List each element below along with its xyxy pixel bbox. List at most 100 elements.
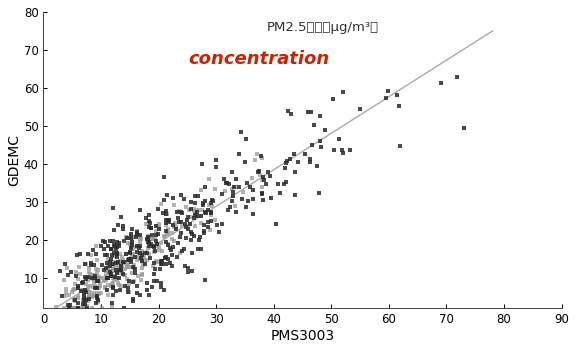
Point	[109, 261, 118, 267]
Point	[204, 219, 213, 225]
Point	[116, 266, 125, 272]
Point	[328, 96, 338, 102]
Point	[81, 261, 90, 266]
Point	[81, 289, 90, 295]
Point	[198, 207, 207, 213]
Point	[309, 122, 319, 128]
Point	[183, 265, 192, 271]
Point	[156, 284, 165, 289]
Point	[117, 267, 126, 273]
Point	[198, 200, 207, 205]
Point	[149, 244, 158, 250]
Point	[81, 302, 90, 308]
Point	[211, 164, 221, 170]
Point	[137, 272, 146, 278]
Point	[191, 212, 200, 218]
Point	[101, 275, 111, 280]
Point	[145, 292, 154, 298]
Point	[119, 271, 128, 277]
Point	[188, 268, 197, 274]
Point	[86, 289, 95, 295]
Point	[249, 211, 258, 217]
Point	[57, 293, 66, 298]
Point	[126, 231, 135, 237]
Point	[96, 281, 105, 286]
Point	[160, 287, 169, 293]
Point	[70, 282, 79, 287]
Point	[90, 285, 100, 290]
Point	[113, 270, 123, 276]
Point	[74, 285, 83, 291]
Point	[197, 161, 206, 167]
Point	[85, 283, 94, 289]
Point	[108, 280, 118, 286]
Point	[140, 250, 149, 256]
Point	[162, 231, 172, 237]
Point	[151, 224, 160, 229]
Point	[90, 293, 100, 299]
Point	[115, 251, 124, 257]
Point	[93, 278, 102, 284]
Point	[82, 303, 91, 309]
Point	[88, 295, 97, 300]
Point	[196, 214, 205, 219]
Point	[123, 257, 132, 262]
Point	[86, 260, 96, 266]
Point	[84, 287, 93, 293]
Point	[197, 246, 206, 252]
Point	[115, 261, 124, 267]
Point	[117, 270, 126, 276]
Point	[108, 259, 118, 265]
Point	[193, 209, 202, 215]
Point	[240, 159, 249, 164]
Point	[320, 127, 329, 133]
Point	[132, 229, 141, 234]
Point	[227, 186, 236, 192]
Point	[223, 207, 232, 213]
Point	[162, 228, 171, 234]
Point	[225, 181, 234, 187]
Point	[160, 256, 169, 261]
Point	[132, 229, 141, 234]
Point	[144, 251, 153, 257]
Point	[161, 208, 170, 214]
Point	[194, 237, 203, 243]
Point	[135, 293, 145, 298]
Point	[97, 290, 106, 296]
Point	[145, 224, 154, 229]
Point	[111, 253, 120, 259]
Point	[437, 80, 446, 86]
Point	[124, 256, 134, 262]
Point	[74, 296, 83, 301]
Point	[95, 275, 104, 281]
Point	[87, 272, 96, 277]
Point	[92, 252, 101, 257]
Point	[286, 111, 295, 117]
Point	[71, 273, 80, 279]
Point	[157, 258, 166, 264]
Point	[88, 276, 97, 282]
Point	[124, 282, 134, 287]
Point	[203, 208, 213, 213]
Point	[166, 260, 175, 266]
Point	[73, 285, 82, 290]
Point	[93, 279, 103, 284]
Point	[73, 276, 82, 282]
Point	[100, 277, 109, 283]
Point	[70, 298, 79, 303]
Point	[339, 150, 348, 156]
Point	[257, 192, 267, 197]
Point	[222, 181, 231, 186]
Point	[132, 290, 142, 295]
Point	[261, 181, 270, 187]
Point	[120, 266, 130, 272]
Point	[71, 286, 80, 292]
Point	[116, 268, 125, 274]
Point	[130, 254, 139, 260]
Point	[204, 202, 214, 207]
Point	[186, 215, 195, 220]
Point	[83, 295, 92, 301]
Point	[108, 286, 118, 291]
Point	[173, 240, 183, 246]
Point	[129, 296, 138, 301]
